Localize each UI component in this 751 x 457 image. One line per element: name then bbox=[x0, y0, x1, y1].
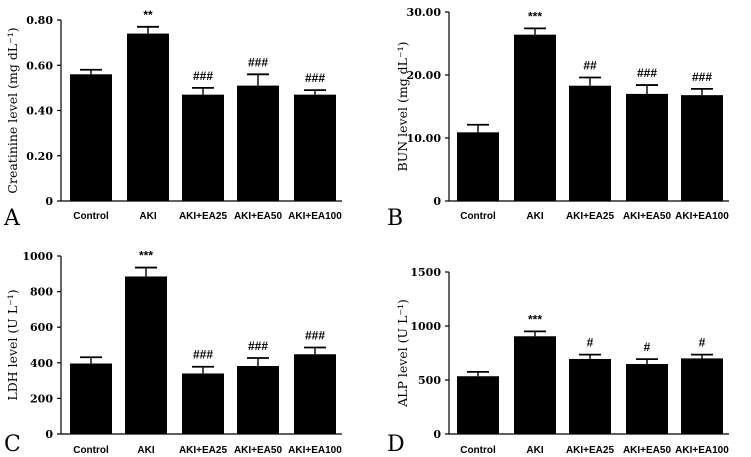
panel-a-category-label: AKI+EA50 bbox=[234, 211, 283, 222]
panel-c-significance-mark: ### bbox=[305, 328, 325, 342]
panel-b-y-axis-title: BUN level (mg dL⁻¹) bbox=[395, 42, 410, 172]
panel-b-category-label: AKI+EA100 bbox=[675, 211, 729, 222]
panel-a-significance-mark: ** bbox=[143, 8, 153, 22]
panel-d-label: D bbox=[387, 432, 405, 457]
panel-c-y-tick-label: 200 bbox=[30, 392, 53, 405]
panel-a-y-tick-label: 0.60 bbox=[26, 59, 53, 72]
panel-b-y-tick-label: 20.00 bbox=[407, 69, 442, 82]
panel-c-bar bbox=[125, 276, 167, 434]
panel-c-y-tick-label: 800 bbox=[30, 286, 53, 299]
panel-a-y-tick-label: 0.80 bbox=[26, 14, 53, 27]
panel-b-label: B bbox=[387, 206, 403, 231]
panel-d-bar bbox=[569, 358, 611, 434]
panel-d-category-label: Control bbox=[460, 445, 496, 456]
panel-d-significance-mark: # bbox=[699, 336, 706, 350]
panel-d-bar bbox=[681, 358, 723, 434]
panel-a-bar bbox=[237, 85, 279, 201]
panel-c-bar bbox=[182, 373, 224, 434]
panel-c-label: C bbox=[4, 432, 21, 457]
panel-d-significance-mark: *** bbox=[528, 312, 542, 326]
panel-c-bar bbox=[237, 366, 279, 434]
panel-d-y-tick-label: 500 bbox=[418, 374, 441, 387]
panel-d-y-tick-label: 1500 bbox=[410, 266, 441, 279]
panel-b-significance-mark: ## bbox=[583, 59, 597, 73]
panel-a-bar bbox=[70, 74, 112, 201]
panel-c-y-tick-label: 1000 bbox=[22, 250, 53, 263]
panel-c-y-axis-title: LDH level (U L⁻¹) bbox=[5, 289, 20, 400]
panel-c-y-tick-label: 600 bbox=[30, 321, 53, 334]
panel-d-bar bbox=[626, 364, 668, 434]
panel-b-category-label: AKI+EA25 bbox=[566, 211, 615, 222]
panel-b-y-tick-label: 10.00 bbox=[407, 132, 442, 145]
panel-a-significance-mark: ### bbox=[193, 69, 213, 83]
panel-c-significance-mark: ### bbox=[193, 348, 213, 362]
panel-b-category-label: Control bbox=[460, 211, 496, 222]
panel-d-category-label: AKI+EA50 bbox=[623, 445, 672, 456]
panel-b-y-tick-label: 30.00 bbox=[407, 6, 442, 19]
panel-a-significance-mark: ### bbox=[248, 55, 268, 69]
panel-a-label: A bbox=[3, 206, 21, 231]
panel-b-significance-mark: *** bbox=[528, 9, 542, 23]
panel-a-significance-mark: ### bbox=[305, 71, 325, 85]
panel-b-significance-mark: ### bbox=[692, 70, 712, 84]
panel-a-bar bbox=[127, 33, 169, 202]
panel-c-y-tick-label: 0 bbox=[45, 428, 53, 441]
panel-c-category-label: AKI+EA25 bbox=[179, 445, 228, 456]
panel-c-significance-mark: *** bbox=[139, 249, 153, 263]
panel-c-category-label: AKI+EA100 bbox=[288, 445, 342, 456]
panel-b-bar bbox=[457, 132, 499, 201]
panel-c-category-label: Control bbox=[73, 445, 109, 456]
panel-c-category-label: AKI+EA50 bbox=[234, 445, 283, 456]
panel-c-category-label: AKI bbox=[137, 445, 154, 456]
panel-b-bar bbox=[626, 93, 668, 201]
panel-c-bar bbox=[294, 354, 336, 434]
panel-a-y-tick-label: 0.20 bbox=[26, 150, 53, 163]
panel-d-y-tick-label: 1000 bbox=[410, 320, 441, 333]
panel-a-y-tick-label: 0 bbox=[45, 195, 53, 208]
panel-d-y-tick-label: 0 bbox=[433, 428, 441, 441]
panel-d-significance-mark: # bbox=[644, 340, 651, 354]
panel-a-category-label: AKI+EA25 bbox=[179, 211, 228, 222]
panel-a-y-axis-title: Creatinine level (mg dL⁻¹) bbox=[5, 27, 20, 193]
panel-b-bar bbox=[569, 85, 611, 201]
panel-c-bar bbox=[70, 363, 112, 434]
panel-b-significance-mark: ### bbox=[637, 66, 657, 80]
panel-b-category-label: AKI bbox=[526, 211, 543, 222]
panel-b-bar bbox=[681, 95, 723, 201]
panel-a-bar bbox=[182, 94, 224, 201]
panel-d-category-label: AKI bbox=[526, 445, 543, 456]
panel-b-bar bbox=[514, 34, 556, 202]
panel-d-bar bbox=[457, 376, 499, 434]
panel-c-significance-mark: ### bbox=[248, 339, 268, 353]
panel-d-significance-mark: # bbox=[587, 336, 594, 350]
panel-b-category-label: AKI+EA50 bbox=[623, 211, 672, 222]
panel-d-bar bbox=[514, 336, 556, 434]
panel-c-y-tick-label: 400 bbox=[30, 357, 53, 370]
panel-d-y-axis-title: ALP level (U L⁻¹) bbox=[395, 299, 410, 408]
panel-a-y-tick-label: 0.40 bbox=[26, 105, 53, 118]
panel-d-category-label: AKI+EA100 bbox=[675, 445, 729, 456]
panel-a-category-label: AKI bbox=[139, 211, 156, 222]
panel-a-bar bbox=[294, 94, 336, 201]
panel-b-y-tick-label: 0 bbox=[433, 195, 441, 208]
panel-d-category-label: AKI+EA25 bbox=[566, 445, 615, 456]
panel-a-category-label: Control bbox=[73, 211, 109, 222]
panel-a-category-label: AKI+EA100 bbox=[288, 211, 342, 222]
